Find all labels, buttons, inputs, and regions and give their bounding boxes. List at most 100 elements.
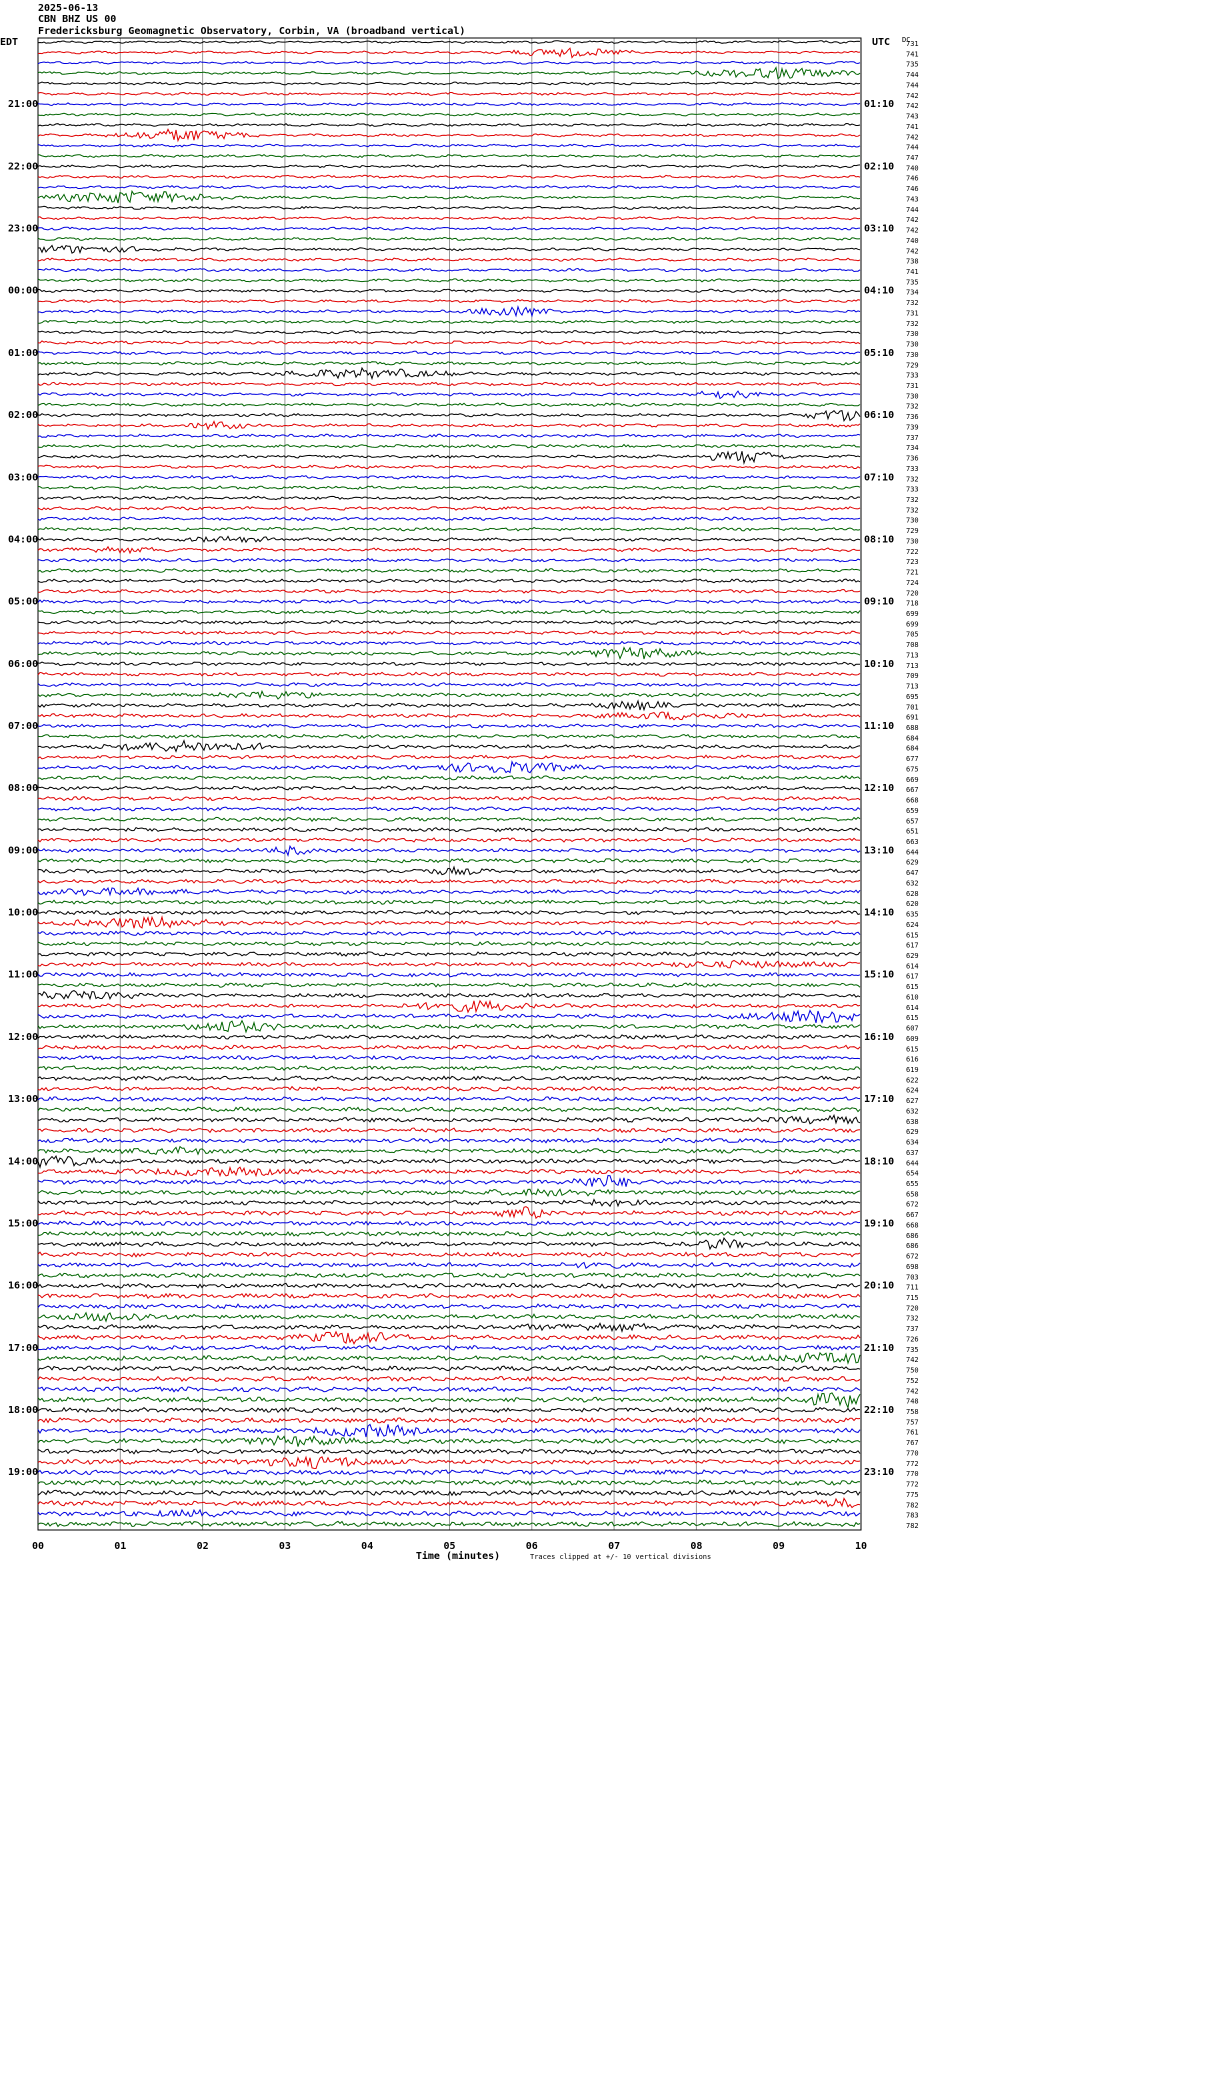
dc-value: 701	[906, 703, 919, 711]
dc-value: 672	[906, 1201, 919, 1209]
trace	[37, 1365, 861, 1372]
trace	[37, 164, 861, 169]
trace	[37, 1344, 861, 1351]
x-tick-label: 03	[279, 1541, 291, 1552]
dc-value: 732	[906, 299, 919, 307]
dc-value: 698	[906, 1263, 919, 1271]
left-time-label: 04:00	[8, 534, 38, 545]
dc-value: 651	[906, 828, 919, 836]
dc-value: 624	[906, 921, 919, 929]
dc-value: 663	[906, 838, 919, 846]
trace	[37, 733, 861, 739]
left-time-label: 03:00	[8, 472, 38, 483]
trace	[37, 1311, 861, 1323]
trace	[37, 1282, 861, 1289]
trace	[37, 189, 861, 204]
trace	[37, 699, 861, 712]
dc-value: 730	[906, 330, 919, 338]
trace	[37, 816, 861, 823]
dc-value: 741	[906, 123, 919, 131]
trace	[37, 915, 861, 929]
trace	[37, 1468, 861, 1476]
trace	[37, 775, 861, 781]
trace	[37, 1261, 861, 1269]
trace	[37, 689, 861, 700]
trace	[37, 578, 861, 584]
trace	[37, 661, 861, 667]
dc-value: 730	[906, 351, 919, 359]
trace	[37, 535, 861, 544]
x-tick-label: 05	[443, 1541, 455, 1552]
trace	[38, 305, 861, 318]
trace	[38, 588, 861, 594]
trace	[37, 971, 861, 978]
trace	[37, 1251, 861, 1258]
trace	[37, 366, 861, 381]
trace	[37, 619, 861, 625]
right-time-label: 11:10	[864, 721, 894, 732]
left-time-label: 18:00	[8, 1405, 38, 1416]
trace	[38, 319, 861, 325]
dc-value: 752	[906, 1377, 919, 1385]
dc-value: 609	[906, 1035, 919, 1043]
dc-value: 691	[906, 714, 919, 722]
trace	[37, 1127, 861, 1134]
x-tick-label: 01	[114, 1541, 126, 1552]
dc-value: 746	[906, 185, 919, 193]
dc-value: 699	[906, 610, 919, 618]
right-time-label: 16:10	[864, 1032, 894, 1043]
trace	[37, 443, 861, 449]
trace	[37, 128, 861, 143]
trace	[37, 1489, 861, 1497]
dc-value: 737	[906, 1325, 919, 1333]
dc-value: 732	[906, 320, 919, 328]
left-time-label: 22:00	[8, 161, 38, 172]
dc-value: 731	[906, 382, 919, 390]
trace	[37, 153, 861, 159]
dc-value: 736	[906, 413, 919, 421]
trace	[38, 205, 861, 210]
dc-value: 744	[906, 81, 919, 89]
dc-value: 620	[906, 900, 919, 908]
trace	[37, 267, 861, 273]
trace	[37, 464, 861, 470]
dc-value: 657	[906, 817, 919, 825]
right-time-label: 14:10	[864, 908, 894, 919]
trace	[37, 754, 861, 760]
dc-value: 742	[906, 227, 919, 235]
right-time-label: 09:10	[864, 597, 894, 608]
dc-value: 624	[906, 1087, 919, 1095]
dc-value: 734	[906, 444, 919, 452]
dc-value: 614	[906, 962, 919, 970]
right-axis-label: UTC	[872, 37, 890, 48]
dc-value: 783	[906, 1512, 919, 1520]
dc-value: 733	[906, 465, 919, 473]
trace	[37, 1497, 861, 1509]
dc-value: 686	[906, 1232, 919, 1240]
trace	[37, 350, 861, 356]
trace	[37, 599, 861, 605]
right-time-label: 05:10	[864, 348, 894, 359]
trace	[37, 433, 861, 439]
trace	[37, 1145, 861, 1156]
trace	[37, 1322, 861, 1333]
dc-value: 695	[906, 693, 919, 701]
dc-value: 732	[906, 1315, 919, 1323]
dc-value: 742	[906, 247, 919, 255]
trace	[37, 409, 861, 422]
left-time-label: 13:00	[8, 1094, 38, 1105]
dc-value: 629	[906, 952, 919, 960]
dc-value: 729	[906, 527, 919, 535]
trace	[37, 640, 861, 646]
dc-value: 688	[906, 724, 919, 732]
dc-value: 782	[906, 1522, 919, 1530]
trace	[37, 495, 861, 501]
dc-value: 750	[906, 1367, 919, 1375]
dc-value: 686	[906, 1242, 919, 1250]
trace	[37, 526, 861, 532]
dc-value: 742	[906, 1387, 919, 1395]
dc-value: 742	[906, 216, 919, 224]
dc-value: 607	[906, 1025, 919, 1033]
date: 2025-06-13	[38, 3, 98, 14]
right-time-label: 15:10	[864, 970, 894, 981]
